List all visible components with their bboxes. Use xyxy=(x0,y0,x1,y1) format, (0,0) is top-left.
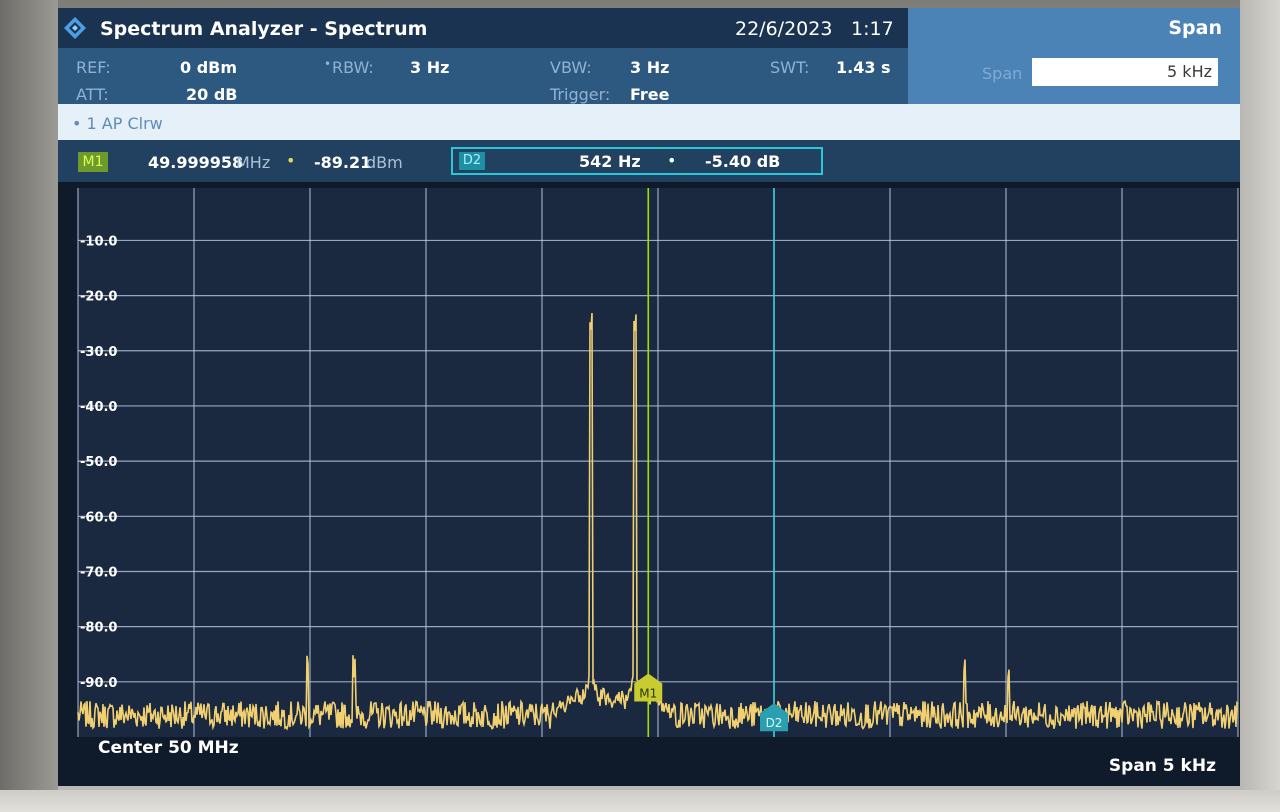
y-tick-label: -40.0 xyxy=(80,400,117,415)
time-display: 1:17 xyxy=(851,18,894,40)
marker-info-bar: M1 49.999958 MHz • -89.21 dBm D2 542 Hz … xyxy=(58,140,1240,182)
span-label: Span 5 kHz xyxy=(1109,756,1216,776)
ref-label: REF: xyxy=(76,58,111,77)
m1-level: -89.21 xyxy=(314,153,371,172)
span-softkey[interactable]: Span 5 kHz xyxy=(908,48,1240,104)
d2-level: -5.40 dB xyxy=(705,152,780,171)
trigger-value: Free xyxy=(630,85,670,104)
date-display: 22/6/2023 xyxy=(735,18,832,40)
app-title: Spectrum Analyzer - Spectrum xyxy=(100,18,427,40)
softkey-title-text: Span xyxy=(1168,17,1222,39)
trace-label: • 1 AP Clrw xyxy=(72,114,163,133)
m1-frequency-unit: MHz xyxy=(236,153,270,172)
marker-label-d2: D2 xyxy=(766,716,783,730)
bezel-left xyxy=(0,0,58,812)
y-tick-label: -60.0 xyxy=(80,510,117,525)
rohde-logo-icon xyxy=(64,17,86,39)
m1-badge[interactable]: M1 xyxy=(78,152,108,172)
span-input[interactable]: 5 kHz xyxy=(1032,58,1218,86)
trace-info-bar[interactable]: • 1 AP Clrw xyxy=(58,104,1240,140)
d2-marker-readout[interactable]: D2 542 Hz • -5.40 dB xyxy=(451,147,823,175)
d2-badge: D2 xyxy=(459,152,485,170)
swt-value: 1.43 s xyxy=(836,58,891,77)
spectrum-graph-area[interactable]: -10.0 -20.0 -30.0 -40.0 -50.0 -60.0 -70.0 -80.0… xyxy=(58,182,1240,766)
rbw-value: 3 Hz xyxy=(410,58,449,77)
bezel-right xyxy=(1240,0,1280,812)
att-value: 20 dB xyxy=(186,85,237,104)
y-tick-label: -70.0 xyxy=(80,565,117,580)
y-tick-label: -10.0 xyxy=(80,234,117,249)
rbw-coupling-dot: • xyxy=(324,57,331,71)
ref-value: 0 dBm xyxy=(180,58,237,77)
m1-level-unit: dBm xyxy=(366,153,403,172)
analyzer-screen: Spectrum Analyzer - Spectrum 22/6/2023 1… xyxy=(58,8,1240,786)
m1-frequency: 49.999958 xyxy=(148,153,243,172)
y-tick-label: -20.0 xyxy=(80,290,117,305)
measurement-params[interactable]: REF: 0 dBm ATT: 20 dB • RBW: 3 Hz VBW: 3… xyxy=(58,48,908,104)
vbw-value: 3 Hz xyxy=(630,58,669,77)
title-bar: Spectrum Analyzer - Spectrum 22/6/2023 1… xyxy=(58,8,908,48)
m1-separator-dot: • xyxy=(286,151,295,170)
att-label: ATT: xyxy=(76,85,109,104)
spectrum-plot[interactable]: -10.0 -20.0 -30.0 -40.0 -50.0 -60.0 -70.0 -80.0… xyxy=(58,182,1240,766)
d2-frequency: 542 Hz xyxy=(579,152,641,171)
rbw-label: RBW: xyxy=(332,58,374,77)
softkey-menu-title: Span xyxy=(908,8,1240,48)
trigger-label: Trigger: xyxy=(550,85,610,104)
y-tick-label: -30.0 xyxy=(80,345,117,360)
d2-separator-dot: • xyxy=(667,151,676,170)
swt-label: SWT: xyxy=(770,58,809,77)
y-tick-label: -90.0 xyxy=(80,676,117,691)
span-field-label: Span xyxy=(982,64,1022,83)
bezel-bottom xyxy=(0,790,1280,812)
y-tick-label: -80.0 xyxy=(80,621,117,636)
y-tick-labels: -10.0 -20.0 -30.0 -40.0 -50.0 -60.0 -70.0 -80.0… xyxy=(80,234,117,690)
marker-label-m1: M1 xyxy=(639,686,657,700)
vbw-label: VBW: xyxy=(550,58,592,77)
center-frequency-label: Center 50 MHz xyxy=(98,738,239,758)
y-tick-label: -50.0 xyxy=(80,455,117,470)
